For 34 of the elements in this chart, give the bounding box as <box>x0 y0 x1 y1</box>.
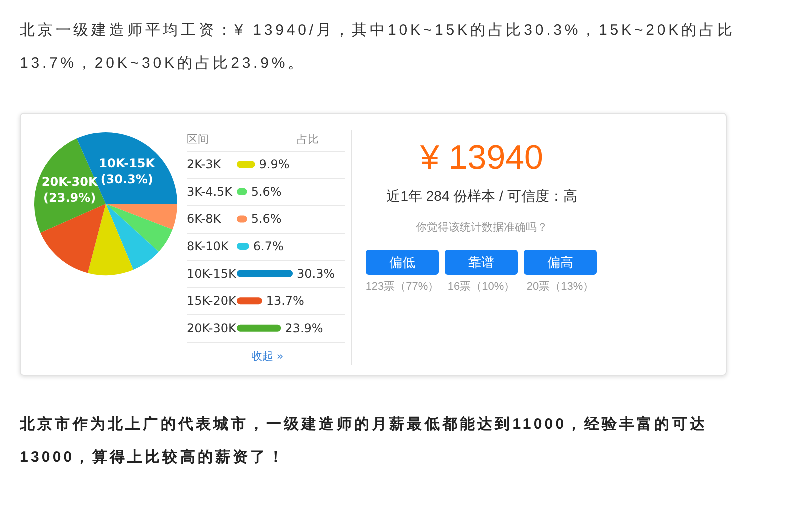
text: 近1年 284 份样本 / 可信度：高 <box>386 187 578 206</box>
data-label: (30.3%) <box>100 172 154 187</box>
data-label: 6.7% <box>253 240 284 254</box>
bar <box>237 324 282 332</box>
y-tick-label: 20K-30K <box>187 321 238 336</box>
text: 收起 » <box>251 350 284 363</box>
data-label: 9.9% <box>259 158 290 172</box>
button: 靠谱 <box>445 250 518 275</box>
data-label: 5.6% <box>251 184 282 199</box>
text: ¥ 13940 <box>420 138 544 178</box>
y-tick-label: 3K-4.5K <box>187 184 234 199</box>
bar <box>237 270 293 278</box>
text: 16票（10%） <box>448 281 516 293</box>
x-axis-title: 占比 <box>297 133 319 146</box>
y-tick-label: 15K-20K <box>187 294 238 308</box>
data-label: 30.3% <box>297 266 336 281</box>
data-label: (23.9%) <box>44 191 96 206</box>
slice-label: 10K-15K <box>99 156 156 171</box>
y-tick-label: 2K-3K <box>187 158 222 172</box>
text: 123票（77%） <box>364 280 440 295</box>
data-label: 5.6% <box>251 212 282 226</box>
button: 偏高 <box>524 250 597 275</box>
text: 北京市作为北上广的代表城市，一级建造师的月薪最低都能达到11000，经验丰富的可达13000，算得上比较高的薪资了！ <box>20 415 708 468</box>
data-label: 13.7% <box>266 294 304 308</box>
text: 北京一级建造师平均工资：¥ 13940/月，其中10K~15K的占比30.3%，15K~20K的占比13.7%，20K~30K的占比23.9%。 <box>20 21 736 74</box>
bar <box>237 298 262 305</box>
data-label: 23.9% <box>285 321 324 336</box>
text: 你觉得该统计数据准确吗？ <box>415 220 549 236</box>
y-tick-label: 10K-15K <box>187 266 238 281</box>
y-tick-label: 6K-8K <box>187 212 222 226</box>
button: 偏低 <box>366 250 439 275</box>
y-axis-title: 区间 <box>187 133 209 146</box>
text: 20票（13%） <box>526 280 596 295</box>
y-tick-label: 8K-10K <box>187 240 230 254</box>
